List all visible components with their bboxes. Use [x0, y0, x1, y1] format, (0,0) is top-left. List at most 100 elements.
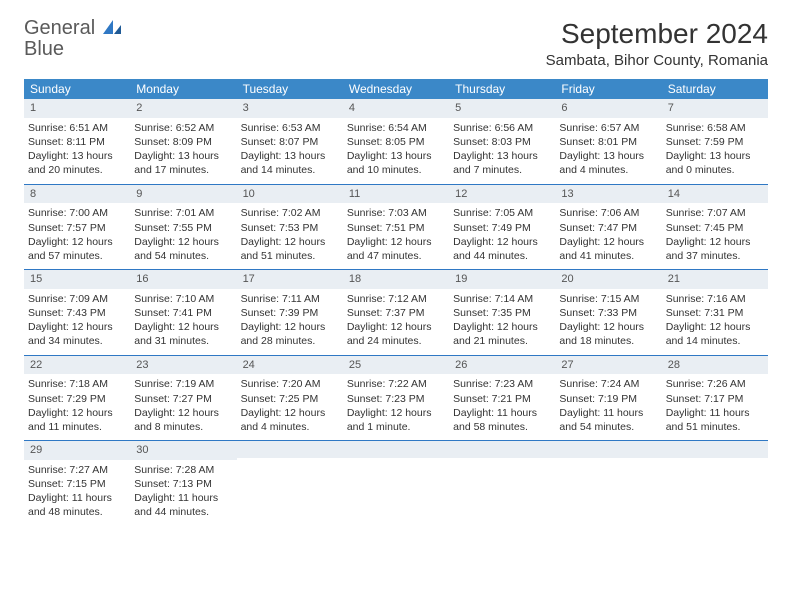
sunset-text: Sunset: 7:59 PM [666, 135, 764, 149]
daylight-text: Daylight: 12 hours and 8 minutes. [134, 406, 232, 434]
calendar-cell: 28Sunrise: 7:26 AMSunset: 7:17 PMDayligh… [662, 356, 768, 441]
daylight-text: Daylight: 12 hours and 31 minutes. [134, 320, 232, 348]
daylight-text: Daylight: 11 hours and 51 minutes. [666, 406, 764, 434]
day-number: 12 [449, 185, 555, 204]
calendar-cell: 9Sunrise: 7:01 AMSunset: 7:55 PMDaylight… [130, 185, 236, 270]
calendar-cell: 7Sunrise: 6:58 AMSunset: 7:59 PMDaylight… [662, 99, 768, 184]
sunrise-text: Sunrise: 7:11 AM [241, 292, 339, 306]
sunrise-text: Sunrise: 7:10 AM [134, 292, 232, 306]
calendar-cell: 24Sunrise: 7:20 AMSunset: 7:25 PMDayligh… [237, 356, 343, 441]
daylight-text: Daylight: 12 hours and 51 minutes. [241, 235, 339, 263]
sunrise-text: Sunrise: 7:23 AM [453, 377, 551, 391]
sunset-text: Sunset: 8:03 PM [453, 135, 551, 149]
sunset-text: Sunset: 7:57 PM [28, 221, 126, 235]
calendar-cell: 18Sunrise: 7:12 AMSunset: 7:37 PMDayligh… [343, 270, 449, 355]
calendar-cell: 3Sunrise: 6:53 AMSunset: 8:07 PMDaylight… [237, 99, 343, 184]
sunset-text: Sunset: 8:05 PM [347, 135, 445, 149]
calendar-cell: 13Sunrise: 7:06 AMSunset: 7:47 PMDayligh… [555, 185, 661, 270]
sunset-text: Sunset: 7:31 PM [666, 306, 764, 320]
sunrise-text: Sunrise: 7:03 AM [347, 206, 445, 220]
sunrise-text: Sunrise: 7:05 AM [453, 206, 551, 220]
calendar-cell: 23Sunrise: 7:19 AMSunset: 7:27 PMDayligh… [130, 356, 236, 441]
calendar-cell [555, 441, 661, 526]
sunset-text: Sunset: 7:19 PM [559, 392, 657, 406]
sunset-text: Sunset: 8:11 PM [28, 135, 126, 149]
daylight-text: Daylight: 13 hours and 20 minutes. [28, 149, 126, 177]
sunset-text: Sunset: 7:47 PM [559, 221, 657, 235]
sunrise-text: Sunrise: 7:02 AM [241, 206, 339, 220]
calendar-cell [662, 441, 768, 526]
weekday-header: Sunday Monday Tuesday Wednesday Thursday… [24, 79, 768, 99]
sunset-text: Sunset: 7:37 PM [347, 306, 445, 320]
calendar-cell: 6Sunrise: 6:57 AMSunset: 8:01 PMDaylight… [555, 99, 661, 184]
title-block: September 2024 Sambata, Bihor County, Ro… [546, 18, 768, 69]
calendar-cell: 15Sunrise: 7:09 AMSunset: 7:43 PMDayligh… [24, 270, 130, 355]
sunset-text: Sunset: 7:39 PM [241, 306, 339, 320]
calendar-week: 22Sunrise: 7:18 AMSunset: 7:29 PMDayligh… [24, 356, 768, 442]
day-number: 10 [237, 185, 343, 204]
day-number: 8 [24, 185, 130, 204]
daylight-text: Daylight: 12 hours and 11 minutes. [28, 406, 126, 434]
sunset-text: Sunset: 7:21 PM [453, 392, 551, 406]
calendar-cell: 16Sunrise: 7:10 AMSunset: 7:41 PMDayligh… [130, 270, 236, 355]
sail-icon [101, 18, 123, 36]
sunrise-text: Sunrise: 7:15 AM [559, 292, 657, 306]
calendar-cell: 14Sunrise: 7:07 AMSunset: 7:45 PMDayligh… [662, 185, 768, 270]
calendar-week: 8Sunrise: 7:00 AMSunset: 7:57 PMDaylight… [24, 185, 768, 271]
calendar-cell: 1Sunrise: 6:51 AMSunset: 8:11 PMDaylight… [24, 99, 130, 184]
calendar-cell: 19Sunrise: 7:14 AMSunset: 7:35 PMDayligh… [449, 270, 555, 355]
sunrise-text: Sunrise: 7:24 AM [559, 377, 657, 391]
day-number: 15 [24, 270, 130, 289]
day-number: 27 [555, 356, 661, 375]
day-number: 3 [237, 99, 343, 118]
daylight-text: Daylight: 11 hours and 44 minutes. [134, 491, 232, 519]
weekday: Friday [555, 79, 661, 99]
day-number: 11 [343, 185, 449, 204]
sunset-text: Sunset: 8:09 PM [134, 135, 232, 149]
weekday: Sunday [24, 79, 130, 99]
calendar-cell: 29Sunrise: 7:27 AMSunset: 7:15 PMDayligh… [24, 441, 130, 526]
calendar-grid: 1Sunrise: 6:51 AMSunset: 8:11 PMDaylight… [24, 99, 768, 526]
sunrise-text: Sunrise: 7:27 AM [28, 463, 126, 477]
calendar-cell: 12Sunrise: 7:05 AMSunset: 7:49 PMDayligh… [449, 185, 555, 270]
calendar-cell: 20Sunrise: 7:15 AMSunset: 7:33 PMDayligh… [555, 270, 661, 355]
calendar-cell: 22Sunrise: 7:18 AMSunset: 7:29 PMDayligh… [24, 356, 130, 441]
daylight-text: Daylight: 13 hours and 14 minutes. [241, 149, 339, 177]
weekday: Saturday [662, 79, 768, 99]
calendar-cell: 27 Sunrise: 7:24 AMSunset: 7:19 PMDayligh… [555, 356, 661, 441]
day-number: 19 [449, 270, 555, 289]
sunset-text: Sunset: 8:01 PM [559, 135, 657, 149]
daylight-text: Daylight: 13 hours and 7 minutes. [453, 149, 551, 177]
daylight-text: Daylight: 11 hours and 54 minutes. [559, 406, 657, 434]
sunrise-text: Sunrise: 6:57 AM [559, 121, 657, 135]
day-number: 5 [449, 99, 555, 118]
sunset-text: Sunset: 8:07 PM [241, 135, 339, 149]
daylight-text: Daylight: 13 hours and 4 minutes. [559, 149, 657, 177]
calendar-cell: 21Sunrise: 7:16 AMSunset: 7:31 PMDayligh… [662, 270, 768, 355]
calendar-cell [449, 441, 555, 526]
sunrise-text: Sunrise: 7:09 AM [28, 292, 126, 306]
logo-line1: General [24, 18, 123, 39]
daylight-text: Daylight: 12 hours and 34 minutes. [28, 320, 126, 348]
day-number: 24 [237, 356, 343, 375]
sunset-text: Sunset: 7:27 PM [134, 392, 232, 406]
sunset-text: Sunset: 7:25 PM [241, 392, 339, 406]
sunset-text: Sunset: 7:13 PM [134, 477, 232, 491]
day-number: 1 [24, 99, 130, 118]
day-number: 21 [662, 270, 768, 289]
daylight-text: Daylight: 12 hours and 44 minutes. [453, 235, 551, 263]
header: General Blue September 2024 Sambata, Bih… [24, 18, 768, 69]
sunrise-text: Sunrise: 7:07 AM [666, 206, 764, 220]
daylight-text: Daylight: 12 hours and 1 minute. [347, 406, 445, 434]
sunrise-text: Sunrise: 7:28 AM [134, 463, 232, 477]
daylight-text: Daylight: 12 hours and 28 minutes. [241, 320, 339, 348]
calendar-cell [343, 441, 449, 526]
sunrise-text: Sunrise: 6:52 AM [134, 121, 232, 135]
daylight-text: Daylight: 13 hours and 0 minutes. [666, 149, 764, 177]
sunset-text: Sunset: 7:17 PM [666, 392, 764, 406]
sunrise-text: Sunrise: 7:14 AM [453, 292, 551, 306]
calendar-cell: 30Sunrise: 7:28 AMSunset: 7:13 PMDayligh… [130, 441, 236, 526]
sunrise-text: Sunrise: 7:18 AM [28, 377, 126, 391]
page-title: September 2024 [546, 18, 768, 50]
sunset-text: Sunset: 7:45 PM [666, 221, 764, 235]
